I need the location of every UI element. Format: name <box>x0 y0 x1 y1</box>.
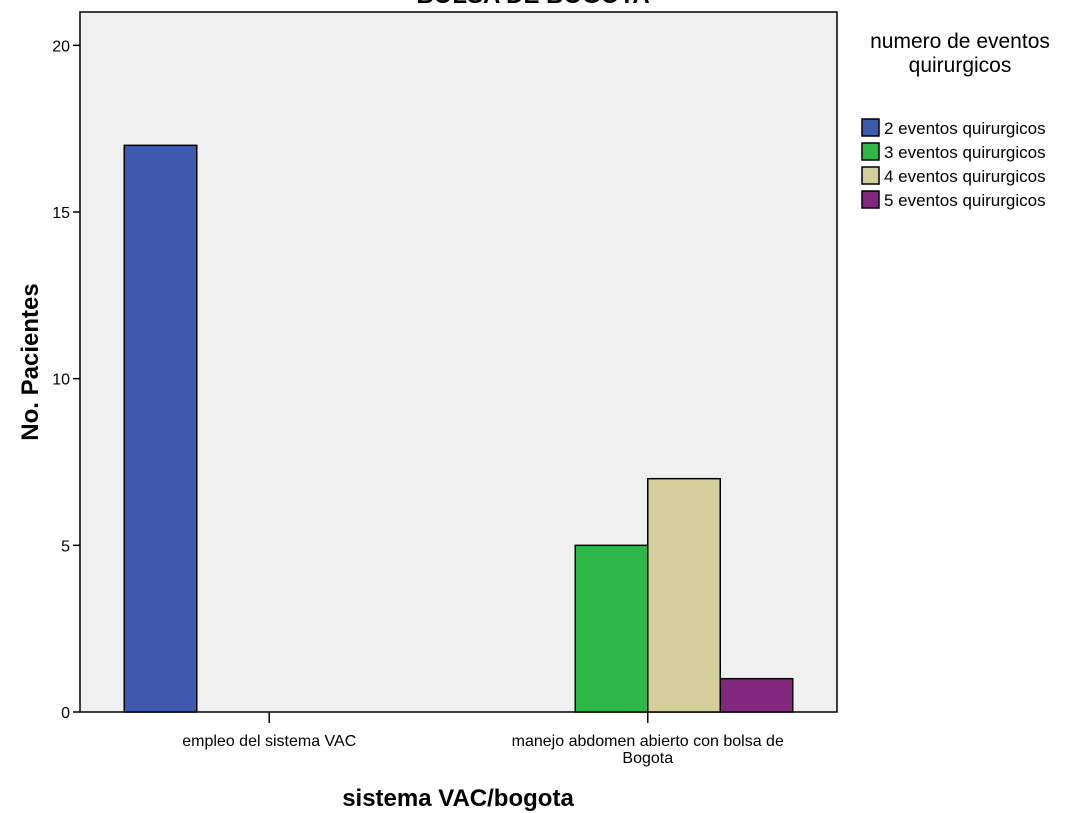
legend-swatch <box>861 190 880 209</box>
y-tick-label: 0 <box>61 705 70 722</box>
bar <box>123 144 198 713</box>
x-axis-title: sistema VAC/bogota <box>342 785 574 812</box>
legend-swatch <box>861 166 880 185</box>
bar <box>719 677 794 713</box>
legend-entry-label: 4 eventos quirurgicos <box>884 167 1046 186</box>
legend-title: numero de eventos <box>870 30 1050 53</box>
x-category-label: manejo abdomen abierto con bolsa de <box>512 733 784 750</box>
legend-entry-label: 2 eventos quirurgicos <box>884 119 1046 138</box>
bars-group <box>123 144 794 713</box>
y-tick-label: 5 <box>61 538 70 555</box>
y-tick-label: 20 <box>52 38 70 55</box>
bar <box>647 477 721 713</box>
legend-swatch <box>861 118 880 137</box>
legend-title: quirurgicos <box>909 54 1012 77</box>
x-category-label: empleo del sistema VAC <box>182 733 356 750</box>
bar <box>574 544 649 713</box>
x-category-label: Bogota <box>622 750 673 767</box>
y-axis-title: No. Pacientes <box>17 283 44 440</box>
chart-title: BOLSA DE BOGOTA <box>416 0 649 9</box>
legend-swatch <box>861 142 880 161</box>
x-axis: empleo del sistema VAC manejo abdomen abi… <box>182 712 784 767</box>
y-axis: 0 5 10 15 20 <box>52 38 80 722</box>
legend-entry-label: 5 eventos quirurgicos <box>884 191 1046 210</box>
y-tick-label: 15 <box>52 205 70 222</box>
y-tick-label: 10 <box>52 372 70 389</box>
legend-entry-label: 3 eventos quirurgicos <box>884 143 1046 162</box>
